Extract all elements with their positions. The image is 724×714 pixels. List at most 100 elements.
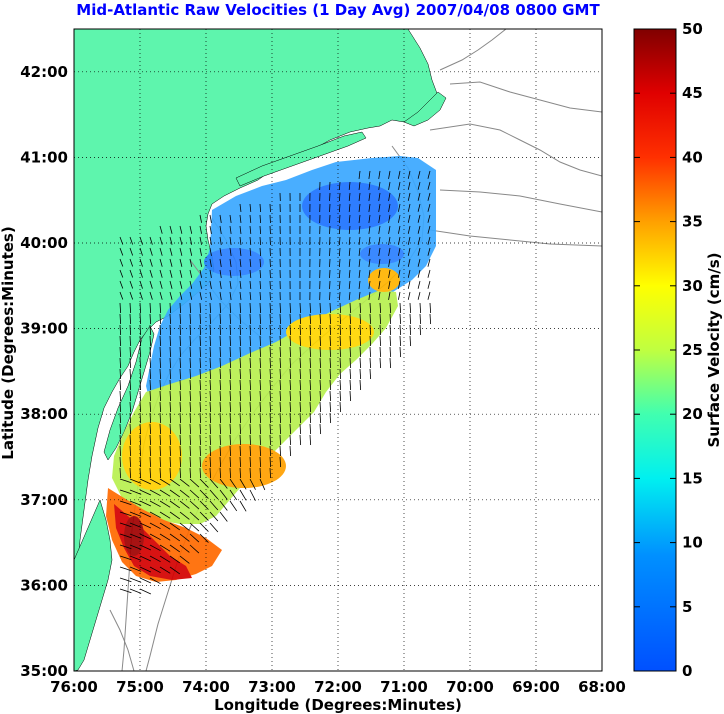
current-vector [199, 467, 202, 479]
current-vector [329, 335, 332, 347]
current-vector [179, 313, 182, 325]
current-vector [249, 236, 252, 245]
current-vector [159, 280, 163, 289]
current-vector [389, 357, 392, 369]
current-vector [378, 247, 381, 256]
current-vector [259, 412, 262, 424]
current-vector [249, 456, 252, 468]
current-vector [189, 357, 192, 369]
current-vector [169, 247, 173, 256]
current-vector [407, 170, 411, 179]
current-vector [249, 335, 252, 347]
current-vector [249, 478, 256, 490]
current-vector [319, 324, 322, 336]
current-vector [149, 324, 152, 336]
current-vector [169, 423, 172, 435]
current-vector [129, 379, 132, 391]
current-vector [199, 291, 202, 300]
current-vector [309, 346, 312, 358]
current-vector [338, 181, 341, 191]
current-vector [329, 368, 332, 380]
current-vector [209, 269, 212, 278]
current-vector [149, 302, 152, 314]
current-vector [149, 423, 152, 435]
current-vector [299, 302, 302, 314]
current-vector [189, 302, 192, 314]
current-vector [269, 467, 272, 479]
current-vector [427, 214, 431, 223]
current-vector [329, 324, 332, 336]
current-vector [389, 346, 392, 358]
current-vector [219, 379, 222, 391]
current-vector [169, 489, 181, 498]
current-vector [179, 225, 183, 234]
current-vector [149, 247, 153, 256]
current-vector [149, 434, 152, 446]
current-vector [219, 500, 228, 511]
current-vector [239, 280, 242, 289]
current-vector [219, 280, 222, 289]
current-vector [348, 258, 351, 267]
current-vector [159, 247, 163, 256]
current-vector [189, 500, 200, 510]
current-vector [209, 225, 212, 234]
current-vector [368, 214, 371, 223]
current-vector [289, 445, 292, 457]
current-vector [369, 368, 372, 380]
current-vector [339, 324, 342, 336]
current-vector [407, 291, 411, 300]
current-vector [119, 500, 132, 506]
x-tick-label: 75:00 [116, 678, 164, 696]
current-vector [319, 368, 322, 380]
current-vector [389, 313, 392, 325]
current-vector [427, 247, 431, 256]
current-vector [417, 225, 421, 234]
current-vector [399, 324, 402, 336]
current-vector [409, 302, 412, 314]
current-vector [219, 511, 228, 522]
current-vector [358, 192, 361, 201]
current-vector [179, 291, 183, 300]
current-vector [159, 423, 162, 435]
current-vector [139, 445, 142, 457]
velocity-slow-core-c [360, 244, 404, 264]
current-vector [159, 236, 163, 245]
current-vector [159, 412, 162, 424]
current-vector [119, 357, 122, 369]
current-vector [289, 434, 292, 446]
current-vector [279, 401, 282, 413]
current-vector [358, 247, 361, 256]
current-vector [417, 258, 421, 267]
y-tick-label: 40:00 [20, 234, 68, 252]
current-vector [149, 522, 161, 530]
current-vector [139, 511, 152, 518]
current-vector [279, 368, 282, 380]
current-vector [239, 467, 242, 479]
current-vector [319, 412, 322, 424]
current-vector [398, 247, 401, 256]
current-vector [129, 368, 132, 380]
current-vector [129, 500, 142, 506]
current-vector [417, 236, 421, 245]
current-vector [398, 291, 401, 300]
current-vector [299, 412, 302, 424]
current-vector [349, 390, 352, 402]
current-vector [249, 280, 252, 289]
current-vector [239, 456, 242, 468]
current-vector [219, 489, 228, 500]
colorbar-tick-label: 40 [682, 148, 703, 166]
current-vector [229, 280, 232, 289]
current-vector [279, 313, 282, 325]
current-vector [119, 423, 122, 435]
current-vector [219, 258, 222, 267]
current-vector [149, 401, 152, 413]
current-vector [319, 335, 322, 347]
current-vector [129, 489, 142, 495]
current-vector [359, 302, 362, 314]
current-vector [199, 269, 202, 278]
current-vector [259, 324, 262, 336]
current-vector [129, 434, 132, 446]
current-vector [329, 379, 332, 391]
current-vector [169, 258, 173, 267]
current-vector [149, 346, 152, 358]
